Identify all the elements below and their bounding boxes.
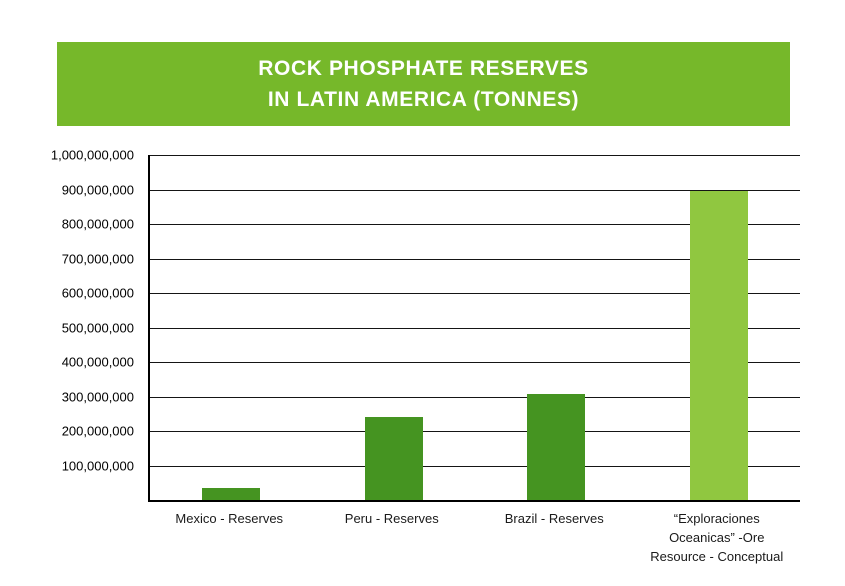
- y-tick-label: 300,000,000: [61, 389, 134, 404]
- x-axis-labels: Mexico - Reserves Peru - Reserves Brazil -…: [148, 510, 798, 567]
- bar-slot: [150, 155, 313, 500]
- y-tick-label: 200,000,000: [61, 423, 134, 439]
- gridline: [150, 258, 800, 260]
- bars-container: [150, 155, 800, 500]
- gridline: [150, 327, 800, 329]
- bar-slot: [313, 155, 476, 500]
- chart-title-line1: ROCK PHOSPHATE RESERVES: [258, 56, 589, 80]
- y-tick-label: 400,000,000: [61, 354, 134, 370]
- bar-exploraciones-oceanicas-ore-resource-conceptual: [689, 191, 748, 500]
- gridline: [150, 465, 800, 467]
- gridline: [150, 396, 800, 398]
- y-tick-label: 600,000,000: [61, 285, 134, 301]
- bar-mexico-reserves: [202, 487, 261, 500]
- gridline: [150, 431, 800, 432]
- chart-title-banner: ROCK PHOSPHATE RESERVES IN LATIN AMERICA…: [57, 42, 790, 126]
- x-label-peru-reserves: Peru - Reserves: [344, 511, 439, 526]
- gridline: [150, 189, 800, 191]
- chart-title-line2: IN LATIN AMERICA (TONNES): [267, 88, 580, 111]
- y-axis-labels: 100,000,000 200,000,000 300,000,000 400,000…: [0, 148, 140, 500]
- y-tick-label: 500,000,000: [61, 320, 134, 335]
- y-tick-label: 800,000,000: [61, 216, 134, 232]
- gridline: [150, 155, 800, 156]
- bar-slot: [475, 155, 638, 500]
- bar-slot: [638, 155, 801, 500]
- x-label-mexico-reserves: Mexico - Reserves: [175, 511, 284, 526]
- gridline: [150, 362, 800, 363]
- x-label-brazil-reserves: Brazil - Reserves: [504, 511, 604, 526]
- plot-area: [148, 155, 800, 502]
- bar-brazil-reserves: [527, 393, 586, 500]
- gridline: [150, 293, 800, 294]
- y-tick-label: 100,000,000: [61, 458, 134, 473]
- y-tick-label: 1,000,000,000: [50, 147, 134, 163]
- gridline: [150, 224, 800, 225]
- x-label-exploraciones-oceanicas-ore-resource-conceptual: “Exploraciones Oceanicas” -Ore Resource …: [650, 511, 784, 564]
- y-tick-label: 900,000,000: [61, 182, 134, 197]
- y-tick-label: 700,000,000: [61, 251, 134, 266]
- bar-peru-reserves: [364, 417, 423, 500]
